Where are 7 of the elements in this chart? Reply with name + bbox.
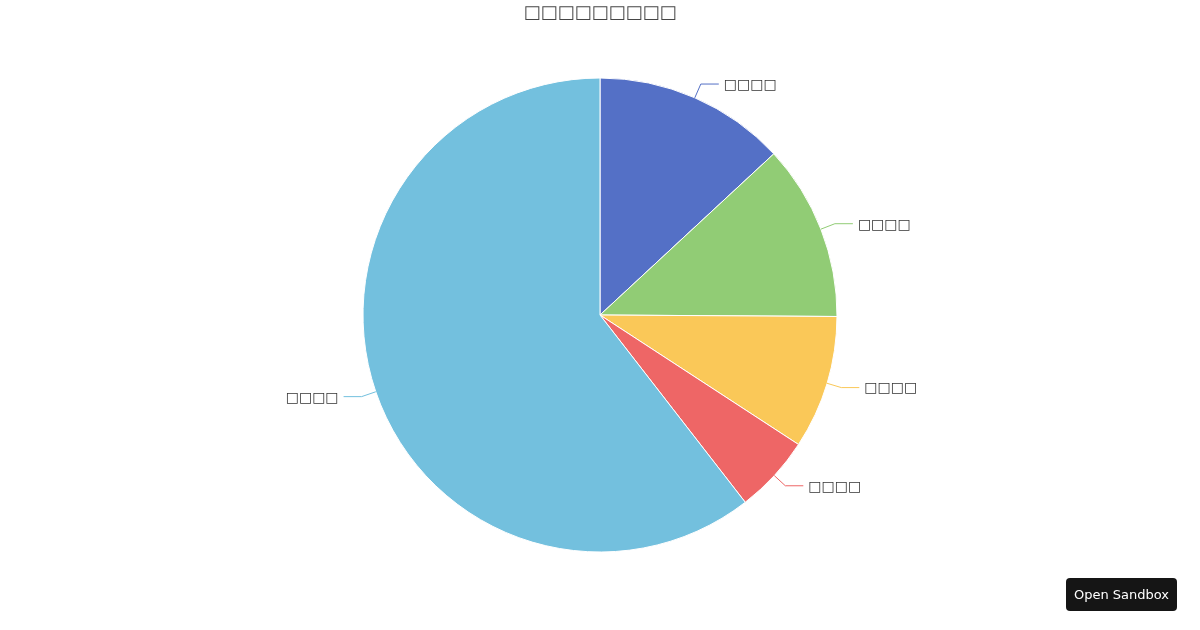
slice-label: □□□□	[723, 75, 777, 92]
slice-label: □□□□	[857, 215, 911, 232]
sandbox-button: Open Sandbox	[1066, 578, 1177, 611]
slice-label: □□□□	[808, 477, 862, 494]
chart-title: □□□□□□□□□	[523, 1, 677, 22]
slice-label: □□□□	[285, 388, 339, 405]
slice-label: □□□□	[864, 379, 918, 396]
